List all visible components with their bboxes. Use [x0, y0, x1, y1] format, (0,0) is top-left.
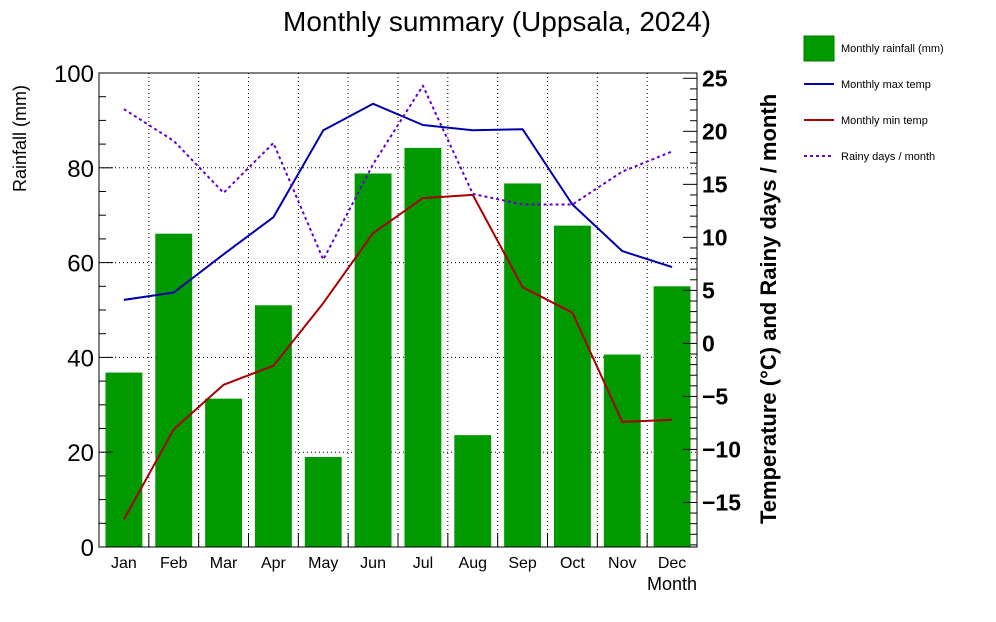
y2-tick-label: 5 [702, 277, 715, 303]
bar-may [304, 456, 342, 547]
y2-axis-label: Temperature (°C) and Rainy days / month [756, 94, 781, 524]
x-tick-label: Feb [160, 555, 188, 572]
x-tick-label: Jul [413, 555, 433, 572]
bar-jan [105, 372, 143, 547]
y2-tick-label: 25 [702, 65, 728, 91]
series-line-3 [123, 84, 673, 261]
series-line-1 [123, 102, 673, 301]
bar-oct [553, 225, 591, 548]
y2-tick-label: 20 [702, 118, 728, 144]
y2-tick-label: 0 [702, 330, 715, 356]
x-tick-label: Aug [459, 555, 487, 572]
x-tick-label: Nov [608, 555, 636, 572]
legend-label: Monthly min temp [841, 115, 928, 127]
x-tick-label: Jan [111, 555, 137, 572]
x-tick-label: Sep [508, 555, 537, 572]
y-tick-label: 80 [67, 156, 94, 183]
bar-dec [653, 286, 691, 547]
x-tick-label: Jun [360, 555, 386, 572]
x-tick-label: May [308, 555, 338, 572]
axes: 0 20 40 60 80 100 −15 −10 −5 0 5 10 15 20 25 Jan Feb Mar A… [54, 61, 741, 572]
bar-aug [454, 435, 492, 547]
legend-label: Monthly max temp [841, 79, 931, 91]
bar-feb [155, 233, 193, 547]
legend-swatch-bar [803, 35, 835, 62]
bars [105, 147, 691, 548]
y-tick-label: 60 [67, 251, 94, 278]
bar-nov [603, 354, 641, 547]
x-axis-label: Month [647, 574, 697, 594]
bar-mar [205, 398, 243, 547]
legend: Monthly rainfall (mm) Monthly max temp Mon… [803, 35, 944, 163]
y-tick-label: 40 [67, 345, 94, 372]
x-tick-label: Dec [658, 555, 686, 572]
series-line-2 [123, 193, 673, 520]
lines [123, 84, 673, 520]
y-axis-label: Rainfall (mm) [10, 85, 30, 192]
x-tick-label: Apr [261, 555, 287, 572]
y2-tick-label: −10 [702, 436, 741, 462]
legend-label: Monthly rainfall (mm) [841, 43, 944, 55]
bar-sep [504, 183, 542, 547]
chart-title: Monthly summary (Uppsala, 2024) [283, 6, 711, 37]
y2-tick-label: −5 [702, 383, 728, 409]
legend-label: Rainy days / month [841, 151, 935, 163]
bar-apr [254, 305, 292, 547]
y-tick-label: 0 [81, 535, 94, 562]
y2-tick-label: 15 [702, 171, 728, 197]
x-tick-label: Oct [560, 555, 585, 572]
y2-tick-label: −15 [702, 489, 741, 515]
y-tick-label: 100 [54, 61, 94, 88]
grid [99, 73, 697, 547]
y2-tick-label: 10 [702, 224, 728, 250]
x-tick-label: Mar [210, 555, 238, 572]
y-tick-label: 20 [67, 440, 94, 467]
bar-jun [354, 173, 392, 547]
bar-jul [404, 147, 442, 547]
